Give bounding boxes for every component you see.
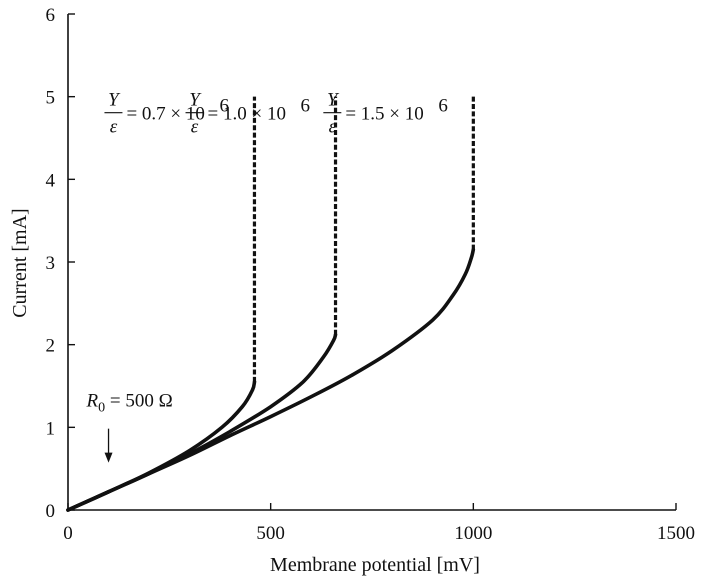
annotation-r0: R0 = 500 Ω <box>86 391 173 463</box>
x-tick-label: 1500 <box>657 523 695 544</box>
x-tick-label: 1000 <box>454 523 492 544</box>
label-denominator: ε <box>191 117 199 138</box>
x-tick-label: 500 <box>256 523 285 544</box>
label-value: = 1.0 × 10 <box>208 104 286 125</box>
annotation-arrow-head <box>104 452 113 463</box>
label-value: = 1.5 × 10 <box>345 104 423 125</box>
label-numerator: Y <box>327 90 340 111</box>
annotations: R0 = 500 Ω <box>86 391 173 463</box>
series-curve-2 <box>66 332 338 512</box>
series-label-2: Yε= 1.0 × 10 6 <box>185 90 311 138</box>
x-axis-label: Membrane potential [mV] <box>270 554 480 576</box>
curves <box>66 96 476 512</box>
y-tick-label: 1 <box>46 418 56 439</box>
label-exponent: 6 <box>301 96 311 117</box>
series-label-1: Yε= 0.7 × 10 6 <box>104 90 229 138</box>
annotation-text: R0 = 500 Ω <box>86 391 173 416</box>
label-denominator: ε <box>110 117 118 138</box>
y-tick-label: 6 <box>46 5 56 26</box>
label-exponent: 6 <box>438 96 448 117</box>
x-tick-label: 0 <box>63 523 73 544</box>
y-tick-label: 0 <box>46 501 56 522</box>
label-denominator: ε <box>329 117 337 138</box>
y-tick-label: 4 <box>46 170 56 191</box>
series-label-3: Yε = 1.5 × 10 6 <box>323 90 448 138</box>
series-curve-3 <box>66 247 476 512</box>
ticks: 0 500 1000 1500 0 1 2 3 4 5 6 <box>46 5 696 544</box>
y-tick-label: 3 <box>46 253 56 274</box>
axes <box>67 14 676 511</box>
y-tick-label: 2 <box>46 336 56 357</box>
label-numerator: Y <box>189 90 202 111</box>
label-numerator: Y <box>108 90 121 111</box>
series-labels: Yε= 0.7 × 10 6Yε= 1.0 × 10 6 Yε= 1.5 × 10 6 <box>104 90 448 138</box>
label-exponent: 6 <box>219 96 229 117</box>
y-tick-label: 5 <box>46 88 56 109</box>
label-value: = 0.7 × 10 <box>126 104 204 125</box>
y-axis-label: Current [mA] <box>9 208 31 317</box>
